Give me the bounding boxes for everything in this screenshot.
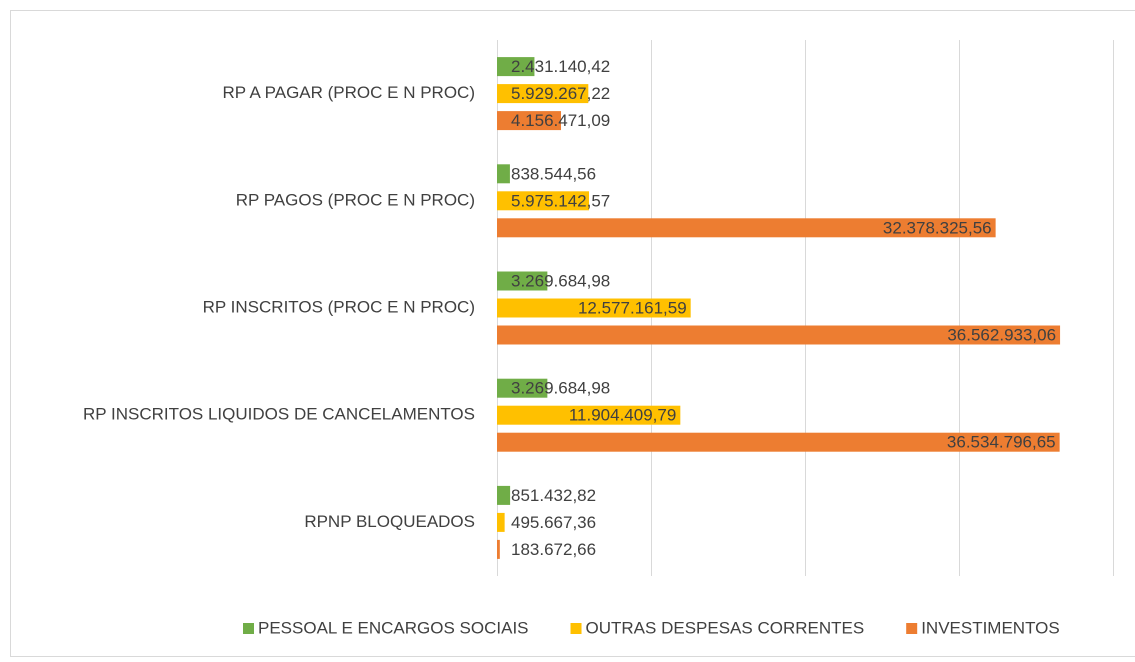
value-label: 3.269.684,98 [511,271,610,290]
value-label: 12.577.161,59 [578,298,687,317]
bar [497,540,500,559]
legend-label: INVESTIMENTOS [921,618,1060,637]
category-label: RP PAGOS (PROC E N PROC) [236,190,475,209]
value-label: 5.975.142,57 [511,191,610,210]
value-label: 838.544,56 [511,164,596,183]
legend-label: PESSOAL E ENCARGOS SOCIAIS [258,618,529,637]
value-label: 32.378.325,56 [883,218,992,237]
value-label: 183.672,66 [511,540,596,559]
value-label: 851.432,82 [511,486,596,505]
legend-swatch [571,623,582,634]
value-label: 3.269.684,98 [511,379,610,398]
value-label: 5.929.267,22 [511,84,610,103]
category-label: RP INSCRITOS LIQUIDOS DE CANCELAMENTOS [83,405,475,424]
value-label: 2.431.140,42 [511,57,610,76]
value-label: 4.156.471,09 [511,111,610,130]
value-label: 495.667,36 [511,513,596,532]
bar [497,486,510,505]
category-label: RPNP BLOQUEADOS [304,512,475,531]
category-label: RP INSCRITOS (PROC E N PROC) [203,297,475,316]
bar [497,513,505,532]
legend-swatch [906,623,917,634]
value-label: 36.534.796,65 [947,433,1056,452]
value-label: 11.904.409,79 [569,406,676,425]
legend-label: OUTRAS DESPESAS CORRENTES [586,618,865,637]
category-label: RP A PAGAR (PROC E N PROC) [222,83,475,102]
legend-swatch [243,623,254,634]
bar [497,164,510,183]
value-label: 36.562.933,06 [947,325,1056,344]
